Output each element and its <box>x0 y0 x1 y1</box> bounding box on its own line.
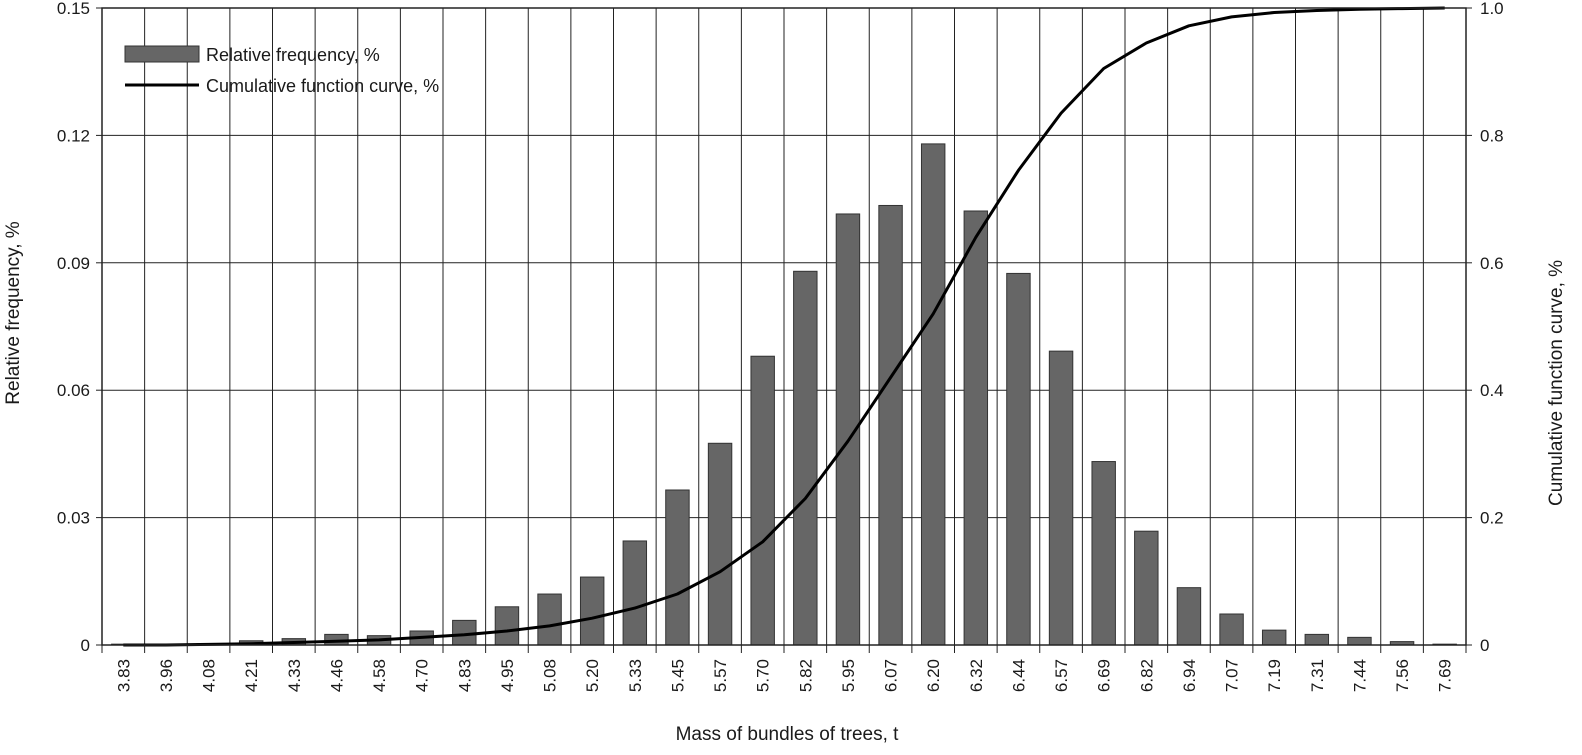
y2-tick-label: 0.8 <box>1480 126 1504 145</box>
bar-5.57 <box>707 442 733 646</box>
y-tick-label: 0.09 <box>57 254 90 273</box>
bar-6.44 <box>1006 272 1031 646</box>
x-tick-label: 7.56 <box>1393 659 1412 692</box>
y2-tick-label: 0.2 <box>1480 509 1504 528</box>
x-tick-label: 6.94 <box>1180 659 1199 692</box>
cumulative-line <box>123 6 1445 647</box>
x-tick-label: 7.69 <box>1436 659 1455 692</box>
x-tick-label: 6.69 <box>1095 659 1114 692</box>
x-tick-label: 5.70 <box>754 659 773 692</box>
bar-6.57 <box>1048 350 1074 646</box>
x-tick-label: 4.08 <box>200 659 219 692</box>
legend-bar-swatch <box>124 45 200 63</box>
axes <box>96 7 1472 653</box>
legend-label-bar: Relative frequency, % <box>206 45 380 65</box>
x-tick-label: 5.08 <box>541 659 560 692</box>
bar-5.82 <box>793 270 818 646</box>
y-tick-label: 0 <box>81 636 90 655</box>
x-tick-label: 6.07 <box>882 659 901 692</box>
x-tick-label: 6.32 <box>967 659 986 692</box>
y2-tick-label: 0.4 <box>1480 381 1504 400</box>
bar-7.31 <box>1304 633 1330 646</box>
bar-6.82 <box>1134 530 1159 646</box>
x-tick-label: 7.44 <box>1350 659 1369 692</box>
x-tick-label: 7.07 <box>1223 659 1242 692</box>
y-tick-label: 0.12 <box>57 126 90 145</box>
y-axis-title: Relative frequency, % <box>3 221 24 405</box>
plot-frame <box>101 7 1467 646</box>
grid <box>101 7 1467 646</box>
x-tick-label: 4.95 <box>498 659 517 692</box>
bar-4.95 <box>494 606 520 646</box>
x-tick-label: 5.20 <box>583 659 602 692</box>
y-tick-label: 0.06 <box>57 381 90 400</box>
x-tick-label: 4.33 <box>285 659 304 692</box>
x-tick-label: 4.70 <box>413 659 432 692</box>
bar-6.94 <box>1176 587 1202 646</box>
bar-6.69 <box>1091 461 1116 646</box>
bar-6.20 <box>920 143 946 646</box>
x-tick-label: 5.33 <box>626 659 645 692</box>
x-tick-label: 6.57 <box>1052 659 1071 692</box>
bar-5.08 <box>537 593 562 646</box>
bar-5.20 <box>579 576 605 646</box>
x-tick-label: 6.20 <box>924 659 943 692</box>
x-tick-label: 5.57 <box>711 659 730 692</box>
y2-tick-label: 0 <box>1480 636 1489 655</box>
x-tick-label: 3.83 <box>114 659 133 692</box>
tick-labels: 0 0.03 0.06 0.09 0.12 0.15 0 0.2 0.4 0.6 0.8 1.0 3.8… <box>57 0 1504 692</box>
x-tick-label: 7.19 <box>1265 659 1284 692</box>
bar-6.07 <box>878 204 903 646</box>
x-tick-label: 4.83 <box>455 659 474 692</box>
bar-6.32 <box>963 210 989 646</box>
legend-label-line: Cumulative function curve, % <box>206 76 439 96</box>
x-tick-label: 4.58 <box>370 659 389 692</box>
bar-5.70 <box>750 355 775 646</box>
x-tick-label: 5.95 <box>839 659 858 692</box>
x-tick-label: 5.45 <box>668 659 687 692</box>
legend: Relative frequency, % Cumulative functio… <box>124 45 439 96</box>
y-tick-label: 0.15 <box>57 0 90 18</box>
x-tick-label: 5.82 <box>796 659 815 692</box>
line-series <box>123 6 1445 647</box>
x-tick-label: 7.31 <box>1308 659 1327 692</box>
bar-7.44 <box>1347 636 1372 646</box>
bar-7.07 <box>1219 613 1244 646</box>
bar-5.45 <box>665 489 690 646</box>
bar-5.33 <box>622 540 648 646</box>
y2-axis-title: Cumulative function curve, % <box>1546 260 1567 506</box>
x-tick-label: 3.96 <box>157 659 176 692</box>
x-tick-label: 6.82 <box>1137 659 1156 692</box>
y-tick-label: 0.03 <box>57 509 90 528</box>
x-tick-label: 6.44 <box>1009 659 1028 692</box>
x-axis-title: Mass of bundles of trees, t <box>676 724 900 745</box>
x-tick-label: 4.21 <box>242 659 261 692</box>
bar-7.19 <box>1261 629 1287 646</box>
y2-tick-label: 1.0 <box>1480 0 1504 18</box>
x-tick-label: 4.46 <box>327 659 346 692</box>
y2-tick-label: 0.6 <box>1480 254 1504 273</box>
